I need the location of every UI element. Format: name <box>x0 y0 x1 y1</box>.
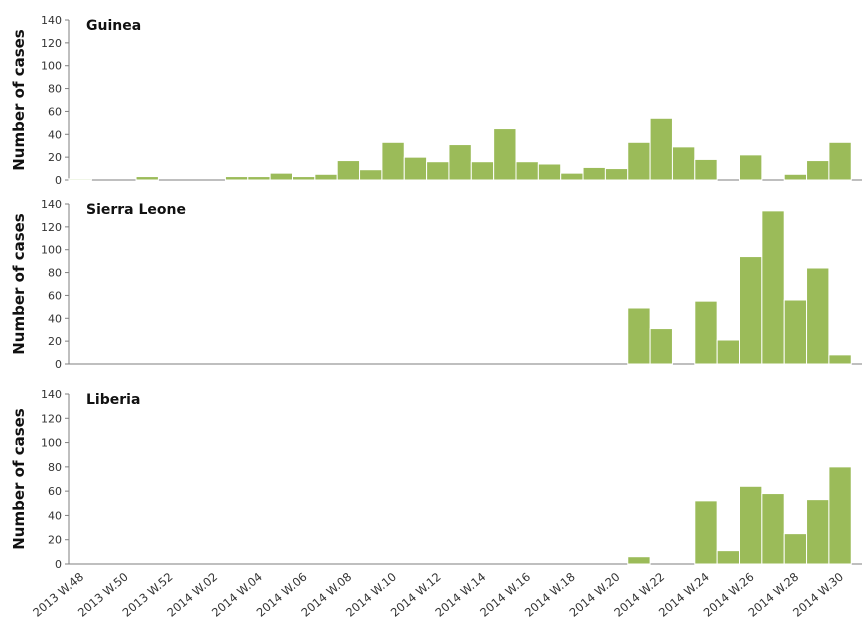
y-tick-label: 0 <box>55 174 62 187</box>
y-tick-label: 140 <box>41 14 62 27</box>
y-tick-label: 40 <box>48 128 62 141</box>
bar <box>381 141 405 181</box>
bar <box>292 176 316 181</box>
y-tick-label: 40 <box>48 509 62 522</box>
y-tick-label: 80 <box>48 267 62 280</box>
y-tick-label: 120 <box>41 37 62 50</box>
bar <box>716 550 741 565</box>
y-axis-title: Number of cases <box>10 29 28 171</box>
bar <box>649 328 673 365</box>
bar <box>671 146 696 181</box>
y-tick-label: 20 <box>48 151 62 164</box>
bar <box>806 267 830 365</box>
bar <box>515 161 539 181</box>
bar <box>761 493 785 565</box>
bar <box>783 533 808 565</box>
bar <box>627 307 651 365</box>
bar <box>426 161 450 181</box>
y-tick-label: 0 <box>55 358 62 371</box>
y-tick-label: 40 <box>48 312 62 325</box>
y-tick-label: 80 <box>48 83 62 96</box>
panel-title: Liberia <box>86 392 140 408</box>
bar <box>716 339 741 365</box>
panel-title: Guinea <box>86 18 141 34</box>
y-axis-title: Number of cases <box>10 213 28 355</box>
bar <box>314 173 338 181</box>
bar <box>649 117 673 181</box>
bar <box>359 169 383 181</box>
bar <box>336 160 361 181</box>
y-tick-label: 20 <box>48 335 62 348</box>
bar <box>582 166 606 181</box>
bar <box>627 141 651 181</box>
y-tick-label: 60 <box>48 289 62 302</box>
bar <box>68 178 92 181</box>
bar <box>783 299 808 365</box>
bar <box>694 500 718 565</box>
y-tick-label: 100 <box>41 437 62 450</box>
y-tick-label: 0 <box>55 558 62 571</box>
y-tick-label: 140 <box>41 388 62 401</box>
y-tick-label: 20 <box>48 534 62 547</box>
bar <box>627 556 651 565</box>
bar <box>694 158 718 181</box>
y-tick-label: 80 <box>48 461 62 474</box>
y-tick-label: 120 <box>41 221 62 234</box>
bar <box>470 161 495 181</box>
bar <box>269 172 293 181</box>
panel-title: Sierra Leone <box>86 202 186 218</box>
bar <box>247 176 271 181</box>
bar <box>403 156 428 181</box>
bar <box>739 485 763 565</box>
y-tick-label: 60 <box>48 105 62 118</box>
bar <box>493 128 517 181</box>
bar <box>828 141 852 181</box>
bar <box>806 499 830 565</box>
bar <box>828 354 852 365</box>
bar <box>761 210 785 365</box>
bar <box>537 163 562 181</box>
y-tick-label: 100 <box>41 60 62 73</box>
bar <box>739 256 763 365</box>
bar <box>560 172 584 181</box>
bar <box>828 466 852 565</box>
bar <box>448 144 472 181</box>
y-tick-label: 120 <box>41 412 62 425</box>
bar <box>783 173 808 181</box>
y-tick-label: 100 <box>41 244 62 257</box>
y-tick-label: 140 <box>41 198 62 211</box>
bar <box>224 176 249 181</box>
y-tick-label: 60 <box>48 485 62 498</box>
y-axis-title: Number of cases <box>10 408 28 550</box>
bar <box>806 160 830 181</box>
bar <box>604 168 629 181</box>
bar <box>694 300 718 365</box>
bar <box>135 176 159 181</box>
bar <box>739 154 763 181</box>
